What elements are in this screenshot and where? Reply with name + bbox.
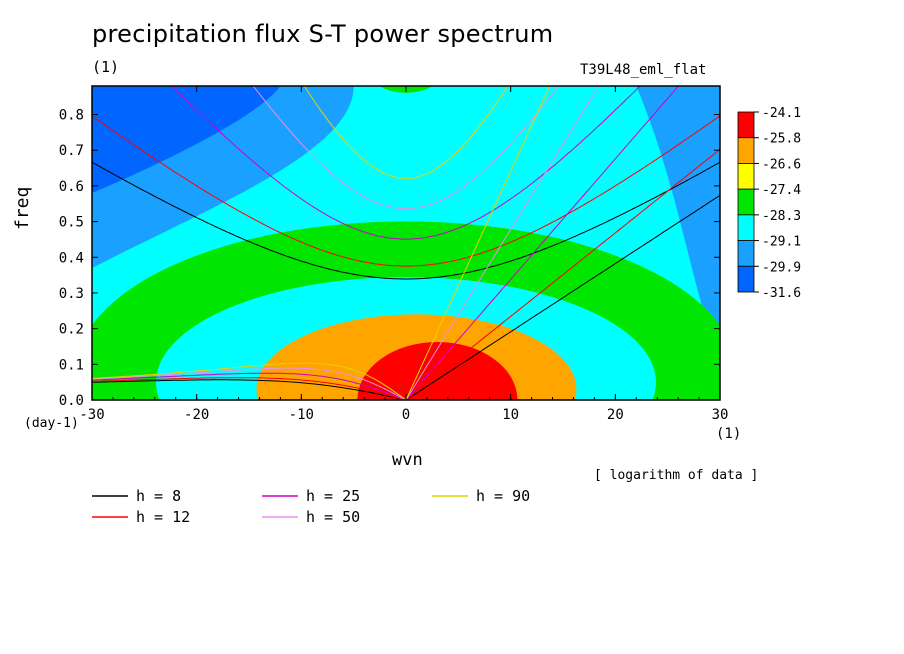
- colorbar-label: -27.4: [762, 183, 801, 198]
- colorbar-swatch: [737, 214, 755, 241]
- chart-subtitle: (1): [92, 58, 120, 76]
- band-lightblue-right: [636, 86, 720, 365]
- dispersion-curve: [92, 372, 407, 400]
- colorbar-swatch: [737, 265, 755, 293]
- dispersion-curve: [92, 115, 720, 267]
- colorbar-label: -28.3: [762, 209, 801, 224]
- dispersion-curve: [405, 148, 720, 400]
- colorbar-label: -29.9: [762, 260, 801, 275]
- legend-label: h = 25: [306, 487, 360, 505]
- dispersion-curve: [405, 194, 720, 400]
- axes: -30 -20 -10 0 10 20 30 0.0 0.1 0.2 0.3 0.4 0.5 0.6 0.7…: [59, 86, 729, 423]
- colorbar-label: -25.8: [762, 132, 801, 147]
- y-tick-label: 0.2: [59, 322, 84, 338]
- run-label: T39L48_eml_flat: [580, 62, 707, 78]
- y-axis-label: freq: [12, 186, 33, 230]
- x-tick-label: 10: [502, 407, 519, 423]
- y-tick-label: 0.4: [59, 250, 84, 266]
- x-tick-label: -10: [289, 407, 314, 423]
- data-note: [ logarithm of data ]: [594, 468, 759, 483]
- y-tick-label: 0.3: [59, 286, 84, 302]
- colorbar-label: -29.1: [762, 235, 801, 250]
- y-tick-label: 0.8: [59, 108, 84, 124]
- dispersion-curve: [92, 161, 720, 280]
- legend-label: h = 90: [476, 487, 530, 505]
- x-axis-label: wvn: [392, 450, 423, 470]
- y-axis-unit: (day-1): [24, 416, 79, 431]
- x-tick-label: -30: [79, 407, 104, 423]
- colorbar-label: -31.6: [762, 286, 801, 301]
- colorbar-swatch: [737, 188, 755, 216]
- legend-label: h = 8: [136, 487, 181, 505]
- chart-title: precipitation flux S-T power spectrum: [92, 20, 554, 48]
- dispersion-curve: [171, 86, 641, 240]
- dispersion-curve: [405, 86, 680, 400]
- x-tick-label: 30: [712, 407, 729, 423]
- dispersion-curve: [92, 379, 407, 400]
- band-blue-top: [92, 86, 281, 194]
- y-tick-label: 0.6: [59, 179, 84, 195]
- colorbar-label: -24.1: [762, 106, 801, 121]
- dispersion-curve: [303, 86, 509, 179]
- colorbar-swatch: [737, 240, 755, 267]
- y-tick-label: 0.0: [59, 393, 84, 409]
- x-tick-label: -20: [184, 407, 209, 423]
- legend-label: h = 12: [136, 508, 190, 526]
- y-tick-label: 0.5: [59, 215, 84, 231]
- dispersion-curves: [92, 86, 720, 400]
- legend: h = 8 h = 12 h = 25 h = 50 h = 90: [92, 487, 530, 526]
- colorbar-swatch: [737, 163, 755, 190]
- colorbar-swatch: [737, 137, 755, 164]
- colorbar-label: -26.6: [762, 157, 801, 172]
- dispersion-curve: [405, 86, 600, 400]
- colorbar: -24.1 -25.8 -26.6 -27.4 -28.3 -29.1 -29.9 -31.6: [737, 106, 801, 301]
- dispersion-curve: [405, 86, 551, 400]
- y-tick-label: 0.1: [59, 357, 84, 373]
- x-axis-unit: (1): [716, 426, 742, 442]
- band-red: [357, 342, 518, 400]
- dispersion-curve: [92, 377, 407, 400]
- x-tick-label: 0: [402, 407, 410, 423]
- x-tick-label: 20: [607, 407, 624, 423]
- dispersion-curve: [252, 86, 560, 210]
- legend-label: h = 50: [306, 508, 360, 526]
- dispersion-curve: [92, 367, 407, 400]
- y-tick-label: 0.7: [59, 143, 84, 159]
- dispersion-curve: [92, 362, 407, 400]
- colorbar-swatch: [737, 111, 755, 139]
